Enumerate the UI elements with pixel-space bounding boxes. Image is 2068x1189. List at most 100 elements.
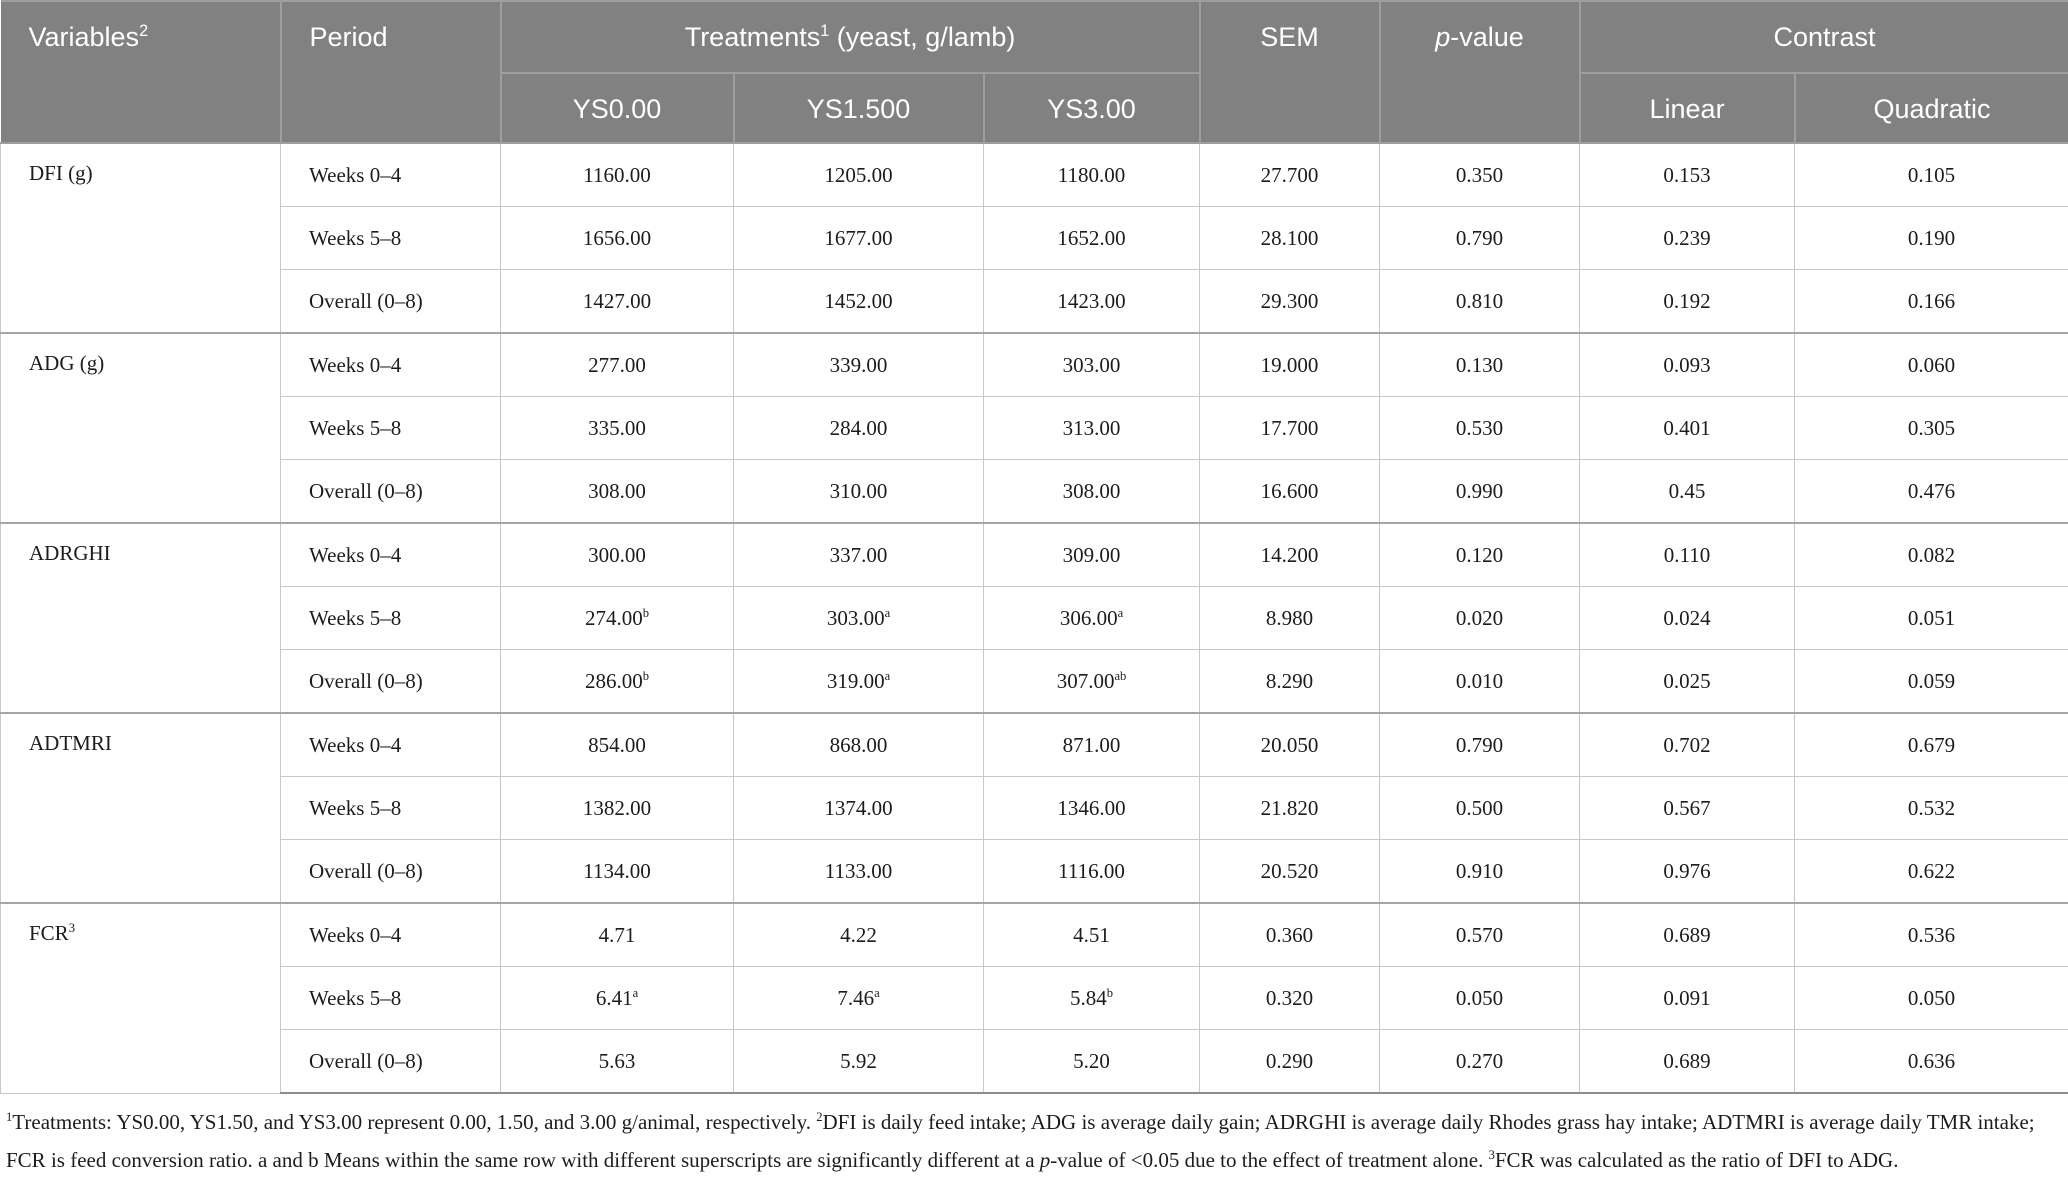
table-row: Weeks 5–8 6.41a 7.46a 5.84b 0.320 0.050 0.091 0… [1,966,2068,1030]
period-cell: Overall (0–8) [280,269,501,334]
period-cell: Overall (0–8) [280,1029,501,1094]
value-cell: 27.700 [1199,142,1381,207]
period-cell: Weeks 5–8 [280,206,501,270]
value-cell: 20.520 [1199,839,1381,904]
value-cell: 306.00a [982,586,1201,650]
value-cell: 303.00a [733,586,984,650]
value-cell: 14.200 [1199,522,1381,587]
value-cell: 6.41a [500,966,734,1030]
value-cell: 0.166 [1794,269,2068,334]
value-cell: 0.570 [1379,902,1581,967]
value-cell: 308.00 [982,459,1201,524]
value-cell: 5.63 [500,1029,734,1094]
value-cell: 0.790 [1379,712,1581,777]
value-cell: 0.536 [1794,902,2068,967]
value-cell: 1134.00 [500,839,734,904]
value-cell: 0.790 [1379,206,1581,270]
col-header-ys0: YS0.00 [500,72,735,144]
value-cell: 339.00 [733,332,984,397]
value-cell: 0.532 [1794,776,2068,840]
value-cell: 1346.00 [982,776,1201,840]
value-cell: 1382.00 [500,776,734,840]
value-cell: 21.820 [1199,776,1381,840]
value-cell: 854.00 [500,712,734,777]
value-cell: 0.990 [1379,459,1581,524]
col-header-variables: Variables2 [0,0,282,144]
col-header-quadratic: Quadratic [1793,72,2068,144]
value-cell: 1133.00 [733,839,984,904]
value-cell: 1423.00 [982,269,1201,334]
period-cell: Weeks 0–4 [280,522,501,587]
value-cell: 4.71 [500,902,734,967]
col-header-sem: SEM [1198,0,1381,144]
header-row-2: YS0.00 YS1.500 YS3.00 Linear Quadratic [1,72,2068,144]
value-cell: 5.92 [733,1029,984,1094]
table-row: Overall (0–8) 1427.00 1452.00 1423.00 29.300… [1,269,2068,334]
value-cell: 0.120 [1379,522,1581,587]
value-cell: 0.702 [1579,712,1796,777]
value-cell: 0.082 [1794,522,2068,587]
value-cell: 29.300 [1199,269,1381,334]
value-cell: 8.980 [1199,586,1381,650]
table-row: Overall (0–8) 1134.00 1133.00 1116.00 20.520… [1,839,2068,904]
value-cell: 0.320 [1199,966,1381,1030]
table-row: DFI (g) Weeks 0–4 1160.00 1205.00 1180.00 27.… [0,142,2068,334]
value-cell: 310.00 [733,459,984,524]
table-footnote: 1Treatments: YS0.00, YS1.50, and YS3.00 … [6,1110,2035,1172]
table-row: Overall (0–8) 286.00b 319.00a 307.00ab 8.290… [1,649,2068,714]
value-cell: 319.00a [733,649,984,714]
value-cell: 5.84b [982,966,1201,1030]
value-cell: 1652.00 [982,206,1201,270]
value-cell: 337.00 [733,522,984,587]
value-cell: 0.567 [1579,776,1796,840]
value-cell: 17.700 [1199,396,1381,460]
period-cell: Overall (0–8) [280,459,501,524]
value-cell: 19.000 [1199,332,1381,397]
value-cell: 1677.00 [733,206,984,270]
value-cell: 0.192 [1579,269,1796,334]
value-cell: 1374.00 [733,776,984,840]
value-cell: 0.976 [1579,839,1796,904]
value-cell: 0.130 [1379,332,1581,397]
table-row: Weeks 5–8 335.00 284.00 313.00 17.700 0.530 0.… [1,396,2068,460]
value-cell: 868.00 [733,712,984,777]
value-cell: 0.530 [1379,396,1581,460]
period-cell: Weeks 5–8 [280,396,501,460]
table-row: ADRGHI Weeks 0–4 300.00 337.00 309.00 14.200 0… [0,522,2068,714]
value-cell: 871.00 [982,712,1201,777]
value-cell: 0.105 [1794,142,2068,207]
col-header-period: Period [279,0,502,144]
value-cell: 0.305 [1794,396,2068,460]
value-cell: 0.010 [1379,649,1581,714]
value-cell: 0.401 [1579,396,1796,460]
value-cell: 1180.00 [982,142,1201,207]
value-cell: 0.636 [1794,1029,2068,1094]
value-cell: 5.20 [982,1029,1201,1094]
value-cell: 0.190 [1794,206,2068,270]
treatments-footnote-marker: 1 [820,22,830,40]
period-cell: Weeks 5–8 [280,586,501,650]
value-cell: 0.270 [1379,1029,1581,1094]
value-cell: 8.290 [1199,649,1381,714]
value-cell: 307.00ab [982,649,1201,714]
period-cell: Weeks 5–8 [280,966,501,1030]
table-row: ADTMRI Weeks 0–4 854.00 868.00 871.00 20.050 0… [0,712,2068,904]
value-cell: 1160.00 [500,142,734,207]
value-cell: 1116.00 [982,839,1201,904]
variable-cell: FCR3 [0,902,281,1094]
value-cell: 20.050 [1199,712,1381,777]
treatments-results-table: Variables2 Period Treatments1 (yeast, g/… [0,0,2068,1094]
value-cell: 284.00 [733,396,984,460]
value-cell: 1205.00 [733,142,984,207]
value-cell: 0.093 [1579,332,1796,397]
col-header-contrast: Contrast [1578,0,2068,74]
value-cell: 0.110 [1579,522,1796,587]
period-cell: Weeks 5–8 [280,776,501,840]
value-cell: 286.00b [500,649,734,714]
value-cell: 0.290 [1199,1029,1381,1094]
value-cell: 308.00 [500,459,734,524]
value-cell: 1656.00 [500,206,734,270]
value-cell: 303.00 [982,332,1201,397]
period-cell: Weeks 0–4 [280,902,501,967]
value-cell: 4.51 [982,902,1201,967]
